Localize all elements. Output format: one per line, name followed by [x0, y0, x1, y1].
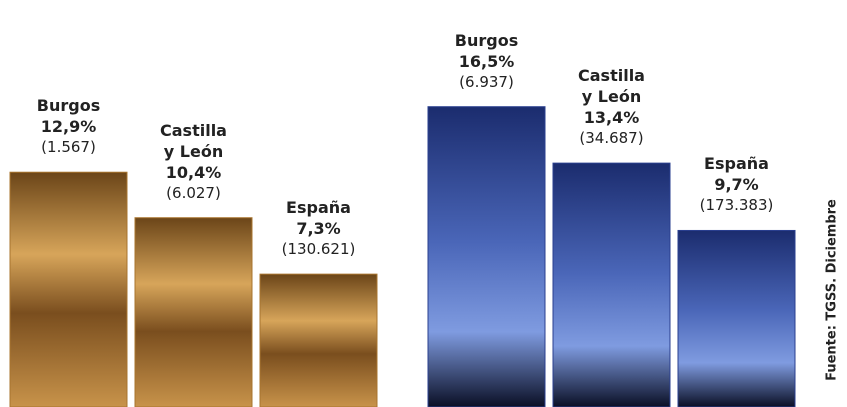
value-label: 7,3%	[296, 219, 341, 239]
bar-label: España 9,7% (173.383)	[668, 153, 805, 216]
count-label: (130.621)	[281, 240, 356, 259]
count-label: (34.687)	[579, 129, 644, 148]
bar-label: Burgos 12,9% (1.567)	[0, 95, 137, 158]
count-label: (6.027)	[166, 183, 221, 202]
count-label: (6.937)	[459, 72, 514, 91]
count-label: (1.567)	[41, 138, 96, 157]
bar-label: España 7,3% (130.621)	[250, 197, 387, 260]
category-label: Burgos	[36, 96, 101, 116]
value-label: 16,5%	[458, 51, 515, 71]
value-label: 13,4%	[583, 108, 640, 128]
bar-label: Castilla y León 10,4% (6.027)	[125, 120, 262, 204]
bar	[427, 106, 546, 407]
category-label: España	[704, 154, 769, 174]
source: Fuente: TGSS. Diciembre	[825, 199, 840, 381]
bar	[134, 217, 253, 407]
category-label: Burgos	[454, 30, 519, 50]
value-label: 10,4%	[165, 162, 222, 182]
bar	[677, 229, 796, 407]
bar	[259, 273, 378, 407]
category-label: Castilla y León	[578, 66, 645, 107]
category-label: España	[286, 198, 351, 218]
value-label: 12,9%	[40, 117, 97, 137]
bar-label: Burgos 16,5% (6.937)	[418, 30, 555, 93]
bar	[9, 171, 128, 407]
bar	[552, 162, 671, 407]
count-label: (173.383)	[699, 196, 774, 215]
bar-label: Castilla y León 13,4% (34.687)	[543, 65, 680, 149]
value-label: 9,7%	[714, 175, 759, 195]
category-label: Castilla y León	[160, 120, 227, 161]
